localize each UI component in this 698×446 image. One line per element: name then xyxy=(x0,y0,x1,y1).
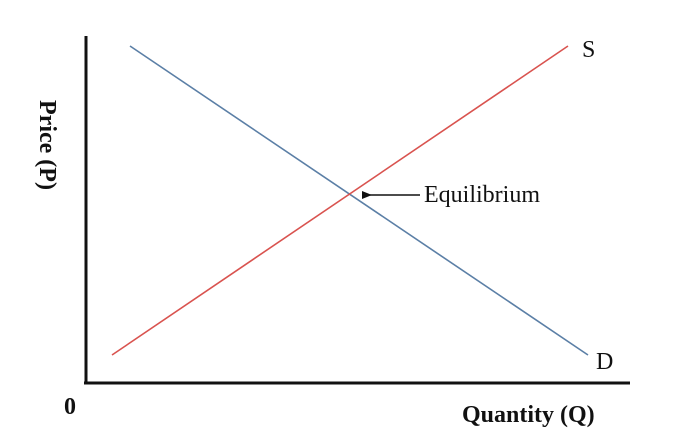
x-axis-label: Quantity (Q) xyxy=(462,402,595,428)
supply-curve xyxy=(111,45,569,356)
supply-label: S xyxy=(582,37,595,63)
equilibrium-label: Equilibrium xyxy=(424,182,540,208)
origin-label: 0 xyxy=(64,394,76,420)
y-axis-label: Price (P) xyxy=(34,100,60,190)
demand-label: D xyxy=(596,349,613,375)
demand-curve xyxy=(129,45,589,356)
